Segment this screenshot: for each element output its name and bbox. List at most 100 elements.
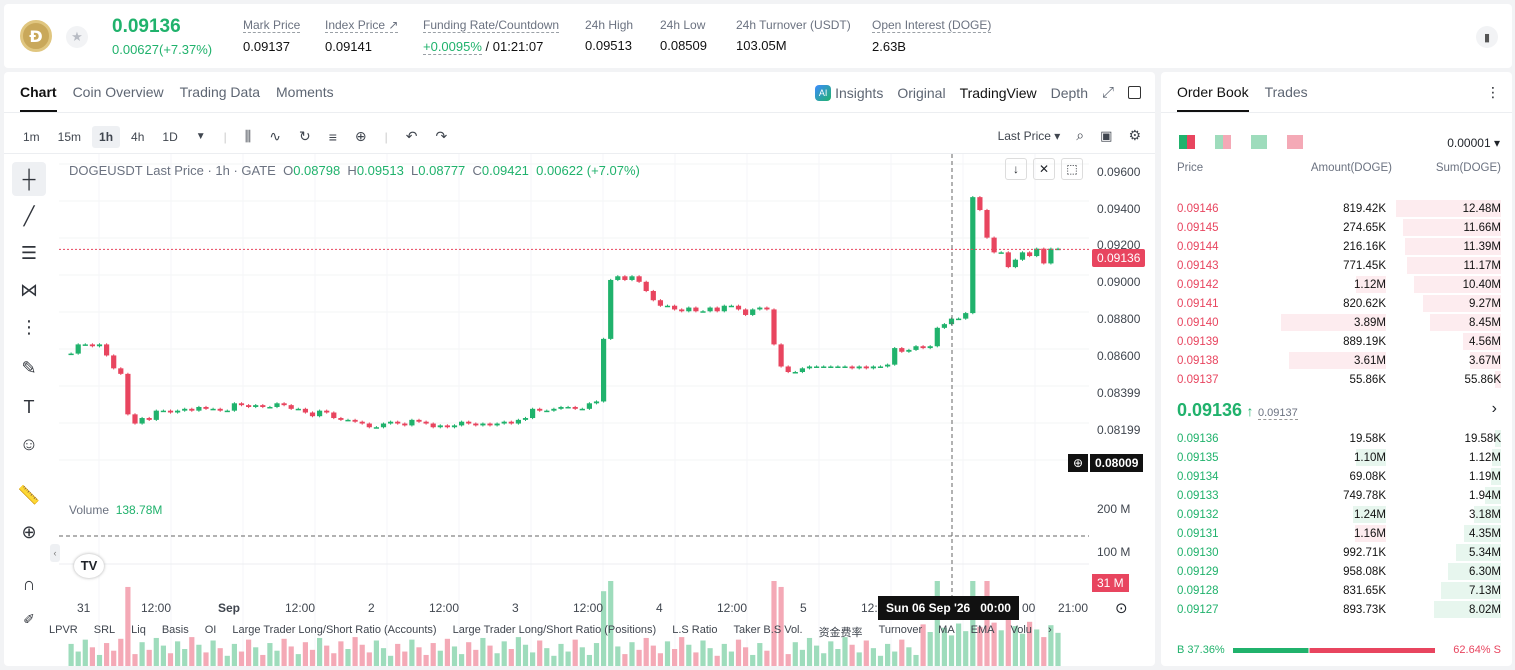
undo-icon[interactable]: ↶ xyxy=(405,128,418,144)
pattern-icon[interactable]: ⋈ xyxy=(20,279,38,300)
interval-1d[interactable]: 1D xyxy=(162,129,178,144)
bid-row[interactable]: 0.09129 958.08K 6.30M xyxy=(1177,563,1501,582)
view-asks-icon[interactable] xyxy=(1287,135,1303,149)
ind-lt-positions[interactable]: Large Trader Long/Short Ratio (Positions… xyxy=(452,624,657,636)
chevron-right-icon[interactable]: › xyxy=(1491,400,1497,417)
trend-line-icon[interactable]: ╱ xyxy=(23,205,35,226)
view-depth[interactable]: Depth xyxy=(1050,84,1088,101)
expand-icon[interactable]: ⤢ xyxy=(1101,84,1114,101)
tab-trading-data[interactable]: Trading Data xyxy=(179,84,261,100)
view-bids-icon[interactable] xyxy=(1251,135,1267,149)
ask-row[interactable]: 0.09138 3.61M 3.67M xyxy=(1177,352,1501,371)
window-icon[interactable] xyxy=(1128,86,1141,99)
settings-gear-icon[interactable]: ⚙ xyxy=(1128,127,1141,143)
chevron-right-icon[interactable]: › xyxy=(1047,624,1052,636)
interval-1m[interactable]: 1m xyxy=(23,129,40,144)
bid-row[interactable]: 0.09127 893.73K 8.02M xyxy=(1177,601,1501,620)
notes-icon[interactable]: ▮ xyxy=(1476,26,1498,48)
ask-row[interactable]: 0.09137 55.86K 55.86K xyxy=(1177,371,1501,390)
ind-ls-ratio[interactable]: L.S Ratio xyxy=(672,624,718,636)
fib-icon[interactable]: ⋮ xyxy=(20,316,38,337)
search-icon[interactable]: ⌕ xyxy=(1076,127,1085,143)
bid-row[interactable]: 0.09135 1.10M 1.12M xyxy=(1177,449,1501,468)
bid-row[interactable]: 0.09130 992.71K 5.34M xyxy=(1177,544,1501,563)
collapse-toolbar-icon[interactable]: ‹ xyxy=(50,544,60,562)
ind-basis[interactable]: Basis xyxy=(161,624,189,636)
bid-row[interactable]: 0.09133 749.78K 1.94M xyxy=(1177,487,1501,506)
horizontal-lines-icon[interactable]: ☰ xyxy=(20,242,38,263)
replay-icon[interactable]: ↻ xyxy=(298,128,311,144)
favorite-star-icon[interactable]: ★ xyxy=(66,26,88,48)
add-indicator-icon[interactable]: ⊕ xyxy=(354,128,367,144)
more-options-icon[interactable]: ⋮ xyxy=(1486,84,1500,100)
scale-icon[interactable]: ⬚ xyxy=(1061,158,1083,180)
interval-15m[interactable]: 15m xyxy=(57,129,82,144)
ind-volume[interactable]: Volu xyxy=(1010,624,1032,636)
ind-lt-accounts[interactable]: Large Trader Long/Short Ratio (Accounts) xyxy=(232,624,437,636)
view-tradingview[interactable]: TradingView xyxy=(959,84,1037,101)
camera-icon[interactable]: ▣ xyxy=(1100,127,1113,143)
candle-type-icon[interactable]: ⫼ xyxy=(244,128,252,144)
bid-row[interactable]: 0.09132 1.24M 3.18M xyxy=(1177,506,1501,525)
tab-coin-overview[interactable]: Coin Overview xyxy=(72,84,164,100)
bid-row[interactable]: 0.09134 69.08K 1.19M xyxy=(1177,468,1501,487)
ind-turnover[interactable]: Turnover xyxy=(878,624,923,636)
arrow-down-icon[interactable]: ↓ xyxy=(1005,158,1027,180)
x-tick: 4 xyxy=(656,601,663,615)
ind-lpvr[interactable]: LPVR xyxy=(49,624,78,636)
emoji-icon[interactable]: ☺ xyxy=(19,433,39,454)
interval-4h[interactable]: 4h xyxy=(131,129,145,144)
row-amount: 819.42K xyxy=(1343,203,1386,215)
chevron-down-icon[interactable]: ▼ xyxy=(195,131,206,142)
ask-row[interactable]: 0.09146 819.42K 12.48M xyxy=(1177,200,1501,219)
collapse-icon[interactable]: ✕ xyxy=(1033,158,1055,180)
draw-pencil-icon[interactable]: ✐ xyxy=(23,610,35,627)
mid-price-row[interactable]: 0.09136 ↑ 0.09137 › xyxy=(1177,400,1501,421)
view-both-icon[interactable] xyxy=(1179,135,1195,149)
indicators-icon[interactable]: ∿ xyxy=(269,128,281,144)
redo-icon[interactable]: ↷ xyxy=(435,128,448,144)
interval-1h[interactable]: 1h xyxy=(92,125,121,148)
row-amount: 1.10M xyxy=(1354,452,1386,464)
ruler-icon[interactable]: 📏 xyxy=(17,484,41,505)
bid-row[interactable]: 0.09131 1.16M 4.35M xyxy=(1177,525,1501,544)
text-tool-icon[interactable]: T xyxy=(23,396,35,417)
ask-row[interactable]: 0.09145 274.65K 11.66M xyxy=(1177,219,1501,238)
ask-row[interactable]: 0.09142 1.12M 10.40M xyxy=(1177,276,1501,295)
magnet-icon[interactable]: ∩ xyxy=(22,573,36,594)
ind-srl[interactable]: SRL xyxy=(93,624,116,636)
candlestick-chart[interactable] xyxy=(59,154,1149,666)
add-alert-icon[interactable]: ⊕ xyxy=(1068,454,1088,472)
ask-row[interactable]: 0.09144 216.16K 11.39M xyxy=(1177,238,1501,257)
ind-liq[interactable]: Liq xyxy=(131,624,146,636)
ask-row[interactable]: 0.09141 820.62K 9.27M xyxy=(1177,295,1501,314)
brush-icon[interactable]: ✎ xyxy=(21,357,37,378)
ask-row[interactable]: 0.09139 889.19K 4.56M xyxy=(1177,333,1501,352)
stat-index-price[interactable]: Index Price ↗ 0.09141 xyxy=(325,18,399,54)
ind-ema[interactable]: EMA xyxy=(970,624,995,636)
view-insights[interactable]: Insights xyxy=(835,84,884,101)
volume-bar xyxy=(750,654,756,666)
sell-ratio: 62.64% xyxy=(1453,644,1491,656)
ind-taker-vol[interactable]: Taker B.S Vol. xyxy=(733,624,803,636)
bid-row[interactable]: 0.09128 831.65K 7.13M xyxy=(1177,582,1501,601)
ask-row[interactable]: 0.09143 771.45K 11.17M xyxy=(1177,257,1501,276)
crosshair-icon[interactable]: ┼ xyxy=(12,162,46,196)
tab-trades[interactable]: Trades xyxy=(1264,84,1308,100)
ind-funding-rate[interactable]: 资金费率 xyxy=(818,627,863,639)
bid-row[interactable]: 0.09136 19.58K 19.58K xyxy=(1177,430,1501,449)
ask-row[interactable]: 0.09140 3.89M 8.45M xyxy=(1177,314,1501,333)
precision-select[interactable]: 0.00001 ▾ xyxy=(1447,136,1500,150)
zoom-in-icon[interactable]: ⊕ xyxy=(21,521,37,542)
tab-moments[interactable]: Moments xyxy=(276,84,334,100)
tab-order-book[interactable]: Order Book xyxy=(1177,84,1249,112)
view-original[interactable]: Original xyxy=(897,84,946,101)
axis-settings-icon[interactable]: ⊙ xyxy=(1115,600,1128,617)
price-type-select[interactable]: Last Price ▾ xyxy=(997,128,1061,143)
view-both-alt-icon[interactable] xyxy=(1215,135,1231,149)
tab-chart[interactable]: Chart xyxy=(20,84,57,112)
candle-body xyxy=(82,344,88,346)
ind-oi[interactable]: OI xyxy=(204,624,217,636)
templates-icon[interactable]: ≡ xyxy=(328,128,337,145)
ind-ma[interactable]: MA xyxy=(938,624,955,636)
